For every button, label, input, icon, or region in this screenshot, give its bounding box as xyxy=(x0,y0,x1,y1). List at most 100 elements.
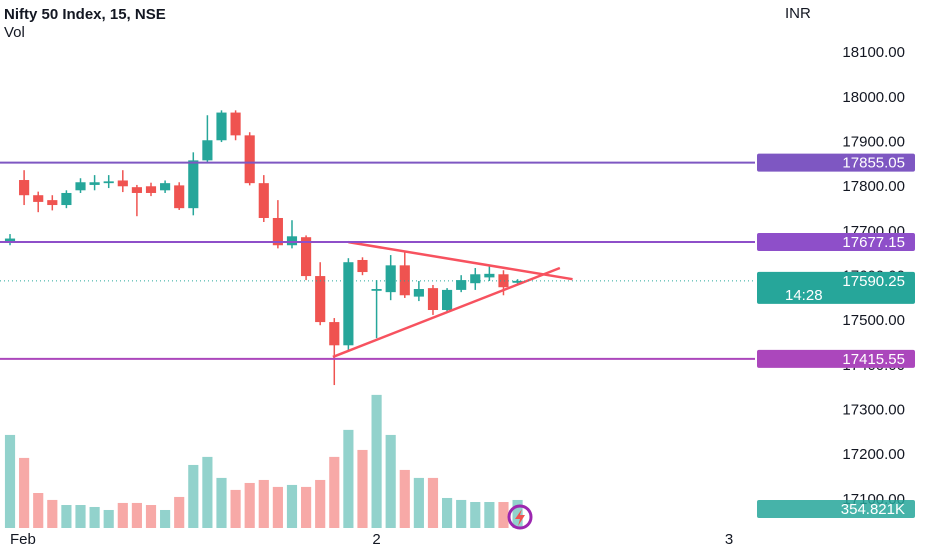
volume-bar xyxy=(343,429,354,528)
y-tick-label: 17300.00 xyxy=(842,401,905,418)
level-label: 17415.55 xyxy=(842,351,905,368)
volume-bar xyxy=(174,496,185,528)
candle-body xyxy=(371,289,382,291)
candle-body xyxy=(272,217,283,246)
volume-bar xyxy=(33,493,44,528)
pane xyxy=(0,110,755,528)
volume-bar xyxy=(329,456,340,528)
x-tick-label: 3 xyxy=(725,531,733,548)
logo-bolt xyxy=(515,509,525,526)
volume-bar xyxy=(75,505,86,528)
candle-body xyxy=(202,140,213,161)
candle-body xyxy=(498,274,509,288)
last-price-badge xyxy=(757,271,915,304)
volume-bar xyxy=(456,499,467,528)
volume-bar xyxy=(258,479,269,528)
candle-body xyxy=(470,274,481,284)
volume-bar xyxy=(216,477,227,528)
volume-bar xyxy=(301,486,312,528)
volume-badge xyxy=(757,499,915,518)
level-badge xyxy=(757,153,915,172)
candle-body xyxy=(399,265,410,296)
volume-bar xyxy=(19,457,30,528)
volume-bar xyxy=(188,464,199,528)
candle-body xyxy=(216,112,227,141)
candle-body xyxy=(244,135,255,184)
volume-bar xyxy=(272,486,283,528)
candle-body xyxy=(413,289,424,297)
candle-body xyxy=(315,276,326,323)
candle-body xyxy=(456,280,467,290)
volume-bar xyxy=(470,502,481,528)
candle-body xyxy=(103,181,114,184)
volume-bar xyxy=(89,506,100,528)
y-tick-label: 18100.00 xyxy=(842,44,905,61)
logo-icon[interactable] xyxy=(507,504,533,530)
candle-body xyxy=(286,236,298,246)
y-tick-label: 17500.00 xyxy=(842,312,905,329)
candle-body xyxy=(89,182,100,185)
level-label: 17855.05 xyxy=(842,155,905,172)
candle-body xyxy=(61,192,72,206)
countdown: 14:28 xyxy=(785,287,823,304)
volume-bar xyxy=(117,502,128,528)
volume-bar xyxy=(145,505,157,528)
trendline xyxy=(348,240,573,281)
candle-body xyxy=(188,160,199,209)
volume-bar xyxy=(244,482,255,528)
candle-body xyxy=(329,322,340,346)
candle-body xyxy=(145,186,157,193)
candle-body xyxy=(442,289,453,311)
y-tick-label: 18000.00 xyxy=(842,89,905,106)
candle-body xyxy=(301,237,312,277)
currency: INR xyxy=(785,5,811,22)
level-label: 17677.15 xyxy=(842,234,905,251)
trendline xyxy=(332,266,561,359)
volume-bar xyxy=(442,497,453,528)
candle-body xyxy=(343,262,354,346)
y-tick-label: 17900.00 xyxy=(842,133,905,150)
volume-bar xyxy=(160,509,171,528)
volume-bar xyxy=(484,502,495,528)
volume-bar xyxy=(427,477,439,528)
chart-subtitle: Vol xyxy=(4,24,25,41)
volume-bar xyxy=(413,477,424,528)
candle-body xyxy=(160,183,171,191)
volume-bar xyxy=(371,394,382,528)
volume-bar xyxy=(131,502,142,528)
x-tick-label: Feb xyxy=(10,531,36,548)
candle-body xyxy=(75,182,86,191)
candle-body xyxy=(357,259,368,273)
candle-body xyxy=(47,200,58,206)
volume-bar xyxy=(357,449,368,528)
last-price-label: 17590.25 xyxy=(842,273,905,290)
volume-label: 354.821K xyxy=(841,501,905,518)
candle-body xyxy=(258,183,269,218)
candle-body xyxy=(484,273,495,278)
candle-body xyxy=(33,195,44,202)
candle-body xyxy=(385,265,396,293)
volume-bar xyxy=(385,434,396,528)
volume-bar xyxy=(103,509,114,528)
volume-bar xyxy=(202,456,213,528)
volume-bar xyxy=(4,434,16,528)
chart-title: Nifty 50 Index, 15, NSE xyxy=(4,6,166,23)
level-badge xyxy=(757,233,915,252)
y-tick-label: 17800.00 xyxy=(842,178,905,195)
volume-bar xyxy=(47,499,58,528)
volume-bar xyxy=(498,502,509,528)
volume-bar xyxy=(230,489,241,528)
candle-body xyxy=(131,187,142,193)
candle-body xyxy=(230,112,241,136)
candle-body xyxy=(4,238,16,244)
candle-body xyxy=(512,280,523,283)
logo-ring xyxy=(507,504,533,530)
candle-body xyxy=(174,185,185,209)
y-tick-label: 17200.00 xyxy=(842,446,905,463)
level-badge xyxy=(757,349,915,368)
volume-bar xyxy=(286,484,298,528)
volume-bar xyxy=(315,479,326,528)
x-tick-label: 2 xyxy=(372,531,380,548)
volume-bar xyxy=(61,505,72,528)
